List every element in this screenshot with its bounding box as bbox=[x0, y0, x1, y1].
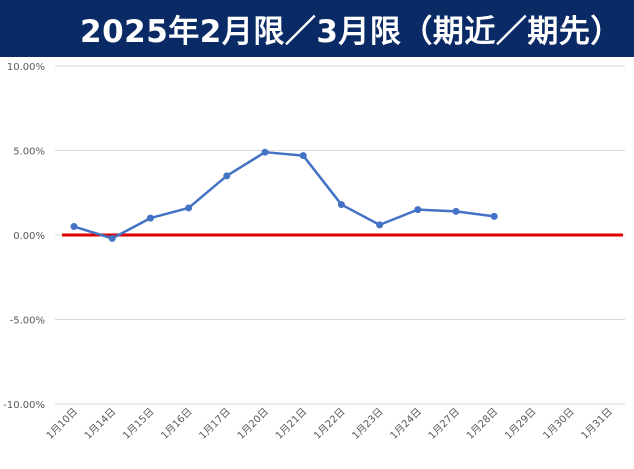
data-point bbox=[414, 206, 422, 214]
data-point bbox=[108, 234, 116, 242]
x-axis-ticks: 1月10日 1月14日 1月15日 1月16日 1月17日 1月20日 1月21日 1月22日… bbox=[44, 406, 615, 442]
data-point bbox=[337, 201, 345, 209]
y-tick-label: -10.00% bbox=[3, 400, 45, 411]
data-point bbox=[70, 223, 78, 231]
data-point bbox=[146, 214, 154, 222]
data-point bbox=[223, 172, 231, 180]
y-tick-label: 0.00% bbox=[13, 231, 45, 242]
data-point bbox=[376, 221, 384, 229]
x-tick-label: 1月29日 bbox=[502, 406, 538, 442]
x-tick-label: 1月15日 bbox=[120, 406, 156, 442]
line-chart: 10.00% 5.00% 0.00% -5.00% -10.00% 1月10日 1月14日… bbox=[3, 62, 625, 442]
y-axis-ticks: 10.00% 5.00% 0.00% -5.00% -10.00% bbox=[3, 62, 45, 411]
x-tick-label: 1月16日 bbox=[159, 406, 195, 442]
data-point bbox=[490, 212, 498, 220]
x-tick-label: 1月23日 bbox=[350, 406, 386, 442]
chart-title: 2025年2月限／3月限（期近／期先） bbox=[80, 14, 622, 50]
data-point bbox=[261, 148, 269, 156]
y-tick-label: 5.00% bbox=[13, 147, 45, 158]
x-tick-label: 1月20日 bbox=[235, 406, 271, 442]
data-point bbox=[185, 204, 193, 212]
x-tick-label: 1月30日 bbox=[541, 406, 577, 442]
data-point bbox=[452, 207, 460, 215]
chart-title-bar: 2025年2月限／3月限（期近／期先） bbox=[0, 0, 634, 57]
y-tick-label: 10.00% bbox=[7, 62, 45, 73]
y-tick-label: -5.00% bbox=[10, 316, 45, 327]
series-line bbox=[73, 150, 495, 240]
x-tick-label: 1月31日 bbox=[579, 406, 615, 442]
x-tick-label: 1月27日 bbox=[426, 406, 462, 442]
data-point bbox=[299, 152, 307, 160]
series-layer bbox=[70, 148, 498, 242]
chart-area: 10.00% 5.00% 0.00% -5.00% -10.00% 1月10日 1月14日… bbox=[0, 57, 634, 465]
x-tick-label: 1月22日 bbox=[311, 406, 347, 442]
x-tick-label: 1月14日 bbox=[82, 406, 118, 442]
x-tick-label: 1月17日 bbox=[197, 406, 233, 442]
x-tick-label: 1月28日 bbox=[464, 406, 500, 442]
x-tick-label: 1月24日 bbox=[388, 406, 424, 442]
x-tick-label: 1月21日 bbox=[273, 406, 309, 442]
x-tick-label: 1月10日 bbox=[44, 406, 80, 442]
